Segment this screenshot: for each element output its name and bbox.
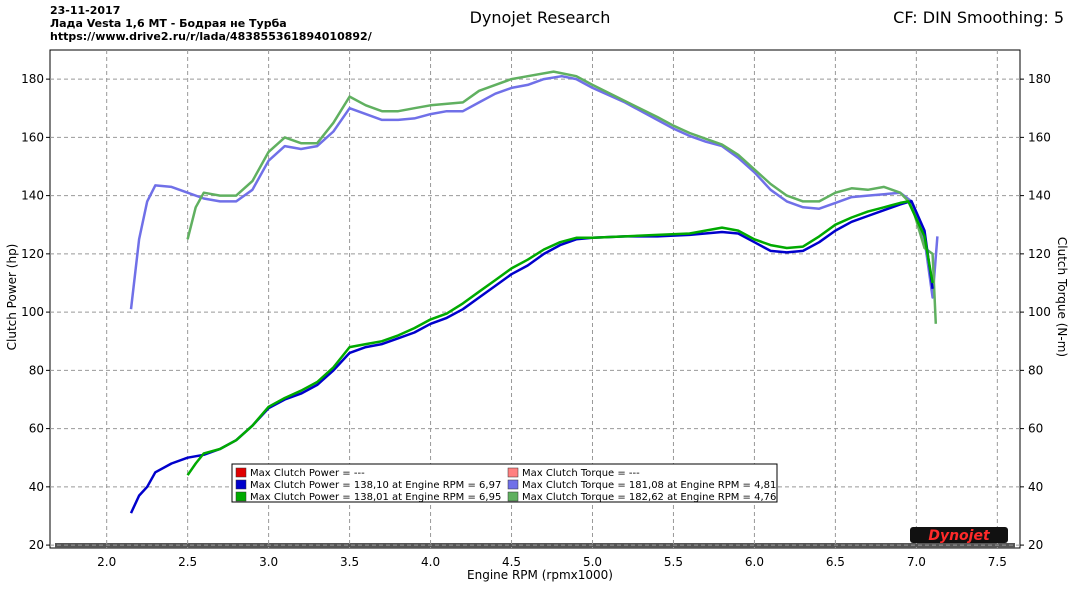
legend-swatch xyxy=(507,467,519,478)
x-tick-label: 5.5 xyxy=(664,555,683,569)
x-tick-label: 3.5 xyxy=(340,555,359,569)
legend-label: Max Clutch Power = 138,10 at Engine RPM … xyxy=(250,480,501,491)
x-tick-label: 7.5 xyxy=(988,555,1007,569)
y-tick-label: 40 xyxy=(29,480,44,494)
legend-swatch xyxy=(235,491,247,502)
series-line xyxy=(186,70,938,324)
y-tick-label: 80 xyxy=(29,363,44,377)
y2-tick-label: 40 xyxy=(1028,480,1043,494)
header-line: Лада Vesta 1,6 MT - Бодрая не Турба xyxy=(50,17,287,30)
y-tick-label: 60 xyxy=(29,422,44,436)
x-tick-label: 5.0 xyxy=(583,555,602,569)
y-axis-label: Clutch Power (hp) xyxy=(5,244,19,351)
y2-axis-label: Clutch Torque (N-m) xyxy=(1055,237,1069,357)
series-line xyxy=(129,74,939,310)
legend-label: Max Clutch Power = 138,01 at Engine RPM … xyxy=(250,492,501,503)
x-tick-label: 4.0 xyxy=(421,555,440,569)
legend-label: Max Clutch Torque = 181,08 at Engine RPM… xyxy=(522,480,776,491)
y2-tick-label: 80 xyxy=(1028,363,1043,377)
y2-tick-label: 60 xyxy=(1028,422,1043,436)
y2-tick-label: 140 xyxy=(1028,189,1051,203)
y-tick-label: 160 xyxy=(21,130,44,144)
chart-title: Dynojet Research xyxy=(470,8,611,27)
y-tick-label: 120 xyxy=(21,247,44,261)
x-tick-label: 6.0 xyxy=(745,555,764,569)
x-tick-label: 7.0 xyxy=(907,555,926,569)
x-tick-label: 4.5 xyxy=(502,555,521,569)
x-tick-label: 2.0 xyxy=(97,555,116,569)
x-tick-label: 2.5 xyxy=(178,555,197,569)
y2-tick-label: 120 xyxy=(1028,247,1051,261)
logo: Dynojet xyxy=(928,528,991,544)
y-tick-label: 180 xyxy=(21,72,44,86)
x-tick-label: 3.0 xyxy=(259,555,278,569)
header-line: https://www.drive2.ru/r/lada/48385536189… xyxy=(50,30,373,43)
header-line: 23-11-2017 xyxy=(50,4,120,17)
y-tick-label: 140 xyxy=(21,189,44,203)
legend-box xyxy=(231,463,778,503)
series-line xyxy=(186,200,934,476)
logo-bg xyxy=(910,527,1008,543)
x-axis-label: Engine RPM (rpmx1000) xyxy=(467,568,613,582)
legend-label: Max Clutch Torque = 182,62 at Engine RPM… xyxy=(522,492,776,503)
legend-swatch xyxy=(507,491,519,502)
y2-tick-label: 20 xyxy=(1028,538,1043,552)
y2-tick-label: 180 xyxy=(1028,72,1051,86)
y-tick-label: 20 xyxy=(29,538,44,552)
legend-swatch xyxy=(507,479,519,490)
legend-label: Max Clutch Power = --- xyxy=(250,468,365,479)
legend-swatch xyxy=(235,479,247,490)
legend-label: Max Clutch Torque = --- xyxy=(522,468,640,479)
y-tick-label: 100 xyxy=(21,305,44,319)
y2-tick-label: 160 xyxy=(1028,130,1051,144)
chart-subtitle: CF: DIN Smoothing: 5 xyxy=(893,8,1064,27)
legend-swatch xyxy=(235,467,247,478)
y2-tick-label: 100 xyxy=(1028,305,1051,319)
x-tick-label: 6.5 xyxy=(826,555,845,569)
